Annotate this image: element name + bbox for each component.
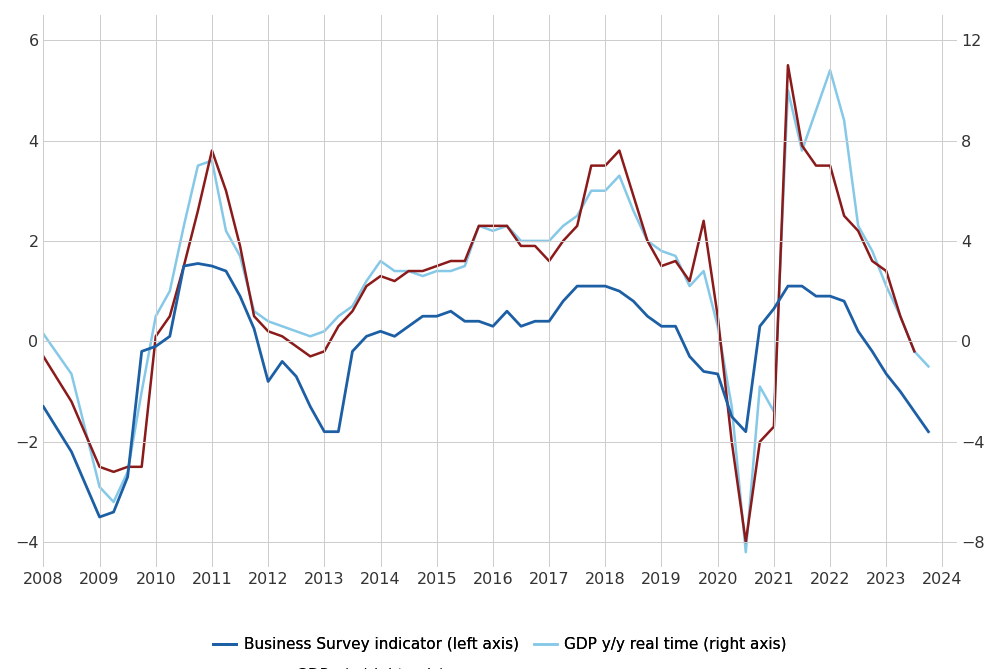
GDP y/y real time (right axis) — [838, 116, 850, 124]
GDP y/y (right axis) — [515, 242, 527, 250]
GDP y/y (right axis) — [782, 61, 794, 69]
GDP y/y real time (right axis) — [290, 327, 302, 335]
GDP y/y real time (right axis) — [136, 387, 148, 395]
Business Survey indicator (left axis) — [318, 427, 330, 436]
GDP y/y real time (right axis) — [487, 227, 499, 235]
GDP y/y (right axis) — [740, 538, 752, 546]
GDP y/y real time (right axis) — [824, 66, 836, 74]
Business Survey indicator (left axis) — [192, 260, 204, 268]
Legend: GDP y/y (right axis): GDP y/y (right axis) — [259, 662, 451, 669]
Business Survey indicator (left axis) — [515, 322, 527, 330]
GDP y/y real time (right axis) — [234, 252, 246, 260]
Business Survey indicator (left axis) — [37, 403, 49, 411]
GDP y/y (right axis) — [571, 222, 583, 230]
Business Survey indicator (left axis) — [838, 297, 850, 305]
Legend: Business Survey indicator (left axis), GDP y/y real time (right axis): Business Survey indicator (left axis), G… — [207, 631, 793, 658]
GDP y/y real time (right axis) — [922, 363, 934, 371]
GDP y/y (right axis) — [908, 347, 920, 355]
GDP y/y (right axis) — [37, 353, 49, 361]
Business Survey indicator (left axis) — [94, 513, 106, 521]
Business Survey indicator (left axis) — [150, 343, 162, 351]
Business Survey indicator (left axis) — [922, 427, 934, 436]
Business Survey indicator (left axis) — [613, 287, 625, 295]
GDP y/y (right axis) — [234, 242, 246, 250]
Line: GDP y/y (right axis): GDP y/y (right axis) — [43, 65, 914, 542]
Line: GDP y/y real time (right axis): GDP y/y real time (right axis) — [43, 70, 928, 552]
GDP y/y (right axis) — [360, 282, 372, 290]
GDP y/y real time (right axis) — [585, 187, 597, 195]
Line: Business Survey indicator (left axis): Business Survey indicator (left axis) — [43, 264, 928, 517]
GDP y/y (right axis) — [262, 327, 274, 335]
Business Survey indicator (left axis) — [262, 377, 274, 385]
GDP y/y real time (right axis) — [37, 330, 49, 338]
GDP y/y real time (right axis) — [740, 548, 752, 556]
GDP y/y (right axis) — [824, 162, 836, 170]
